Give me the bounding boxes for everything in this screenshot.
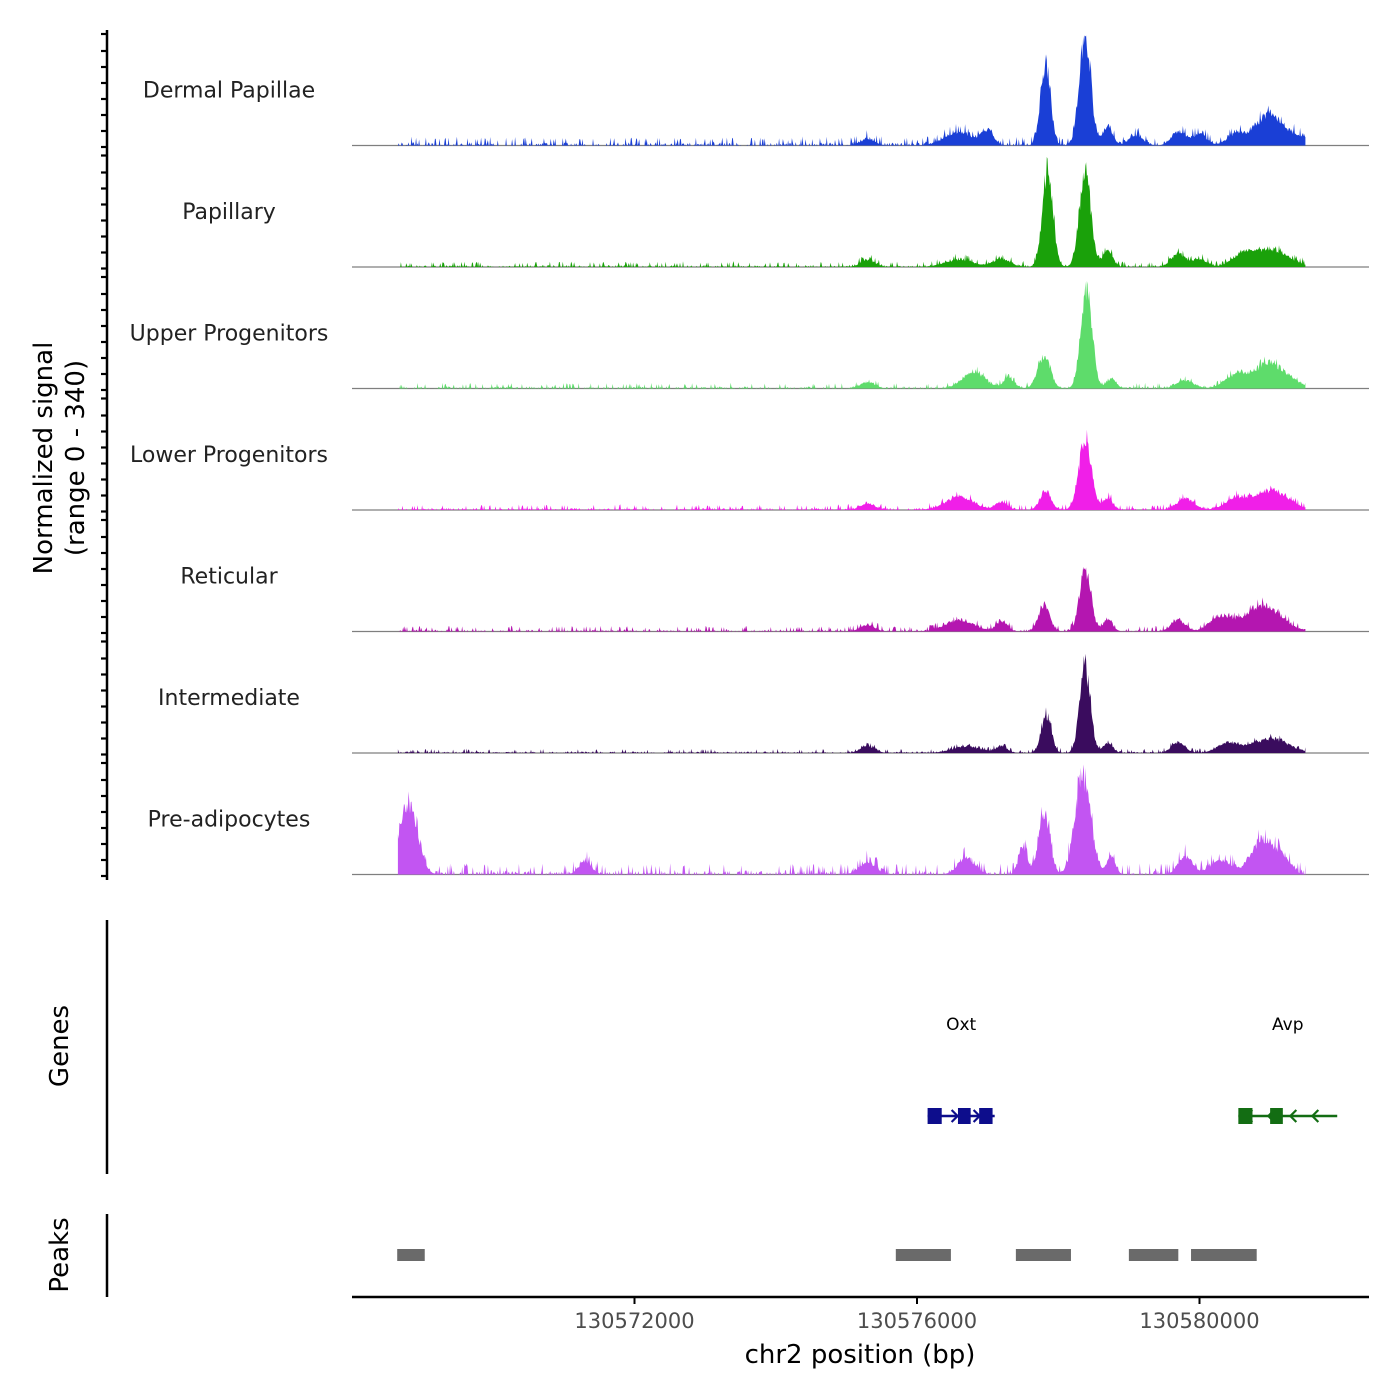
y-axis-title: Normalized signal (29, 342, 59, 575)
signal-area (397, 35, 1306, 146)
gene-exon (957, 1108, 971, 1124)
track-label: Dermal Papillae (143, 79, 315, 104)
strand-arrow (1310, 1109, 1320, 1123)
gene-exon (1238, 1108, 1253, 1124)
track-label: Pre-adipocytes (148, 808, 311, 833)
track-label: Intermediate (158, 686, 300, 711)
track-2: Upper Progenitors (130, 281, 1369, 390)
x-tick-label: 130580000 (1139, 1309, 1259, 1333)
y-axis-subtitle: (range 0 - 340) (61, 360, 91, 556)
signal-area (397, 157, 1306, 267)
track-0: Dermal Papillae (143, 35, 1369, 147)
peak-region (1128, 1249, 1179, 1261)
x-axis-ticks: 130572000 130576000 130580000 (574, 1297, 1260, 1333)
strand-arrow (1288, 1109, 1298, 1123)
track-4: Reticular (180, 565, 1369, 633)
gene-exon (927, 1108, 942, 1124)
track-label: Lower Progenitors (130, 443, 328, 468)
track-3: Lower Progenitors (130, 429, 1369, 511)
signal-area (397, 764, 1306, 875)
peak-region (1191, 1249, 1257, 1261)
genes-axis-title: Genes (45, 1005, 75, 1087)
track-label: Reticular (180, 565, 278, 590)
track-label: Papillary (182, 200, 276, 225)
gene-exon (979, 1108, 993, 1124)
gene-exon (1270, 1108, 1283, 1124)
x-axis-title: chr2 position (bp) (745, 1340, 976, 1370)
signal-area (397, 566, 1306, 632)
track-5: Intermediate (158, 653, 1369, 754)
peak-region (895, 1249, 951, 1261)
signal-tracks: Dermal Papillae Papillary Upper Progenitor… (130, 35, 1369, 876)
peaks-axis-title: Peaks (45, 1217, 75, 1292)
gene-oxt: Oxt (927, 1015, 995, 1124)
gene-avp: Avp (1238, 1015, 1338, 1124)
track-label: Upper Progenitors (130, 322, 329, 347)
strand-arrow (950, 1109, 960, 1123)
signal-area (397, 653, 1306, 753)
gene-label: Oxt (946, 1015, 976, 1035)
signal-area (397, 429, 1306, 510)
gene-track: Oxt Avp (927, 1015, 1338, 1124)
peak-region (397, 1249, 425, 1261)
peak-region (1015, 1249, 1071, 1261)
x-tick-label: 130572000 (574, 1309, 694, 1333)
signal-area (397, 281, 1306, 389)
track-6: Pre-adipocytes (148, 764, 1369, 876)
signal-y-axis (101, 30, 109, 880)
x-tick-label: 130576000 (857, 1309, 977, 1333)
peak-track (397, 1249, 1257, 1261)
gene-label: Avp (1272, 1015, 1304, 1035)
track-1: Papillary (182, 157, 1369, 268)
